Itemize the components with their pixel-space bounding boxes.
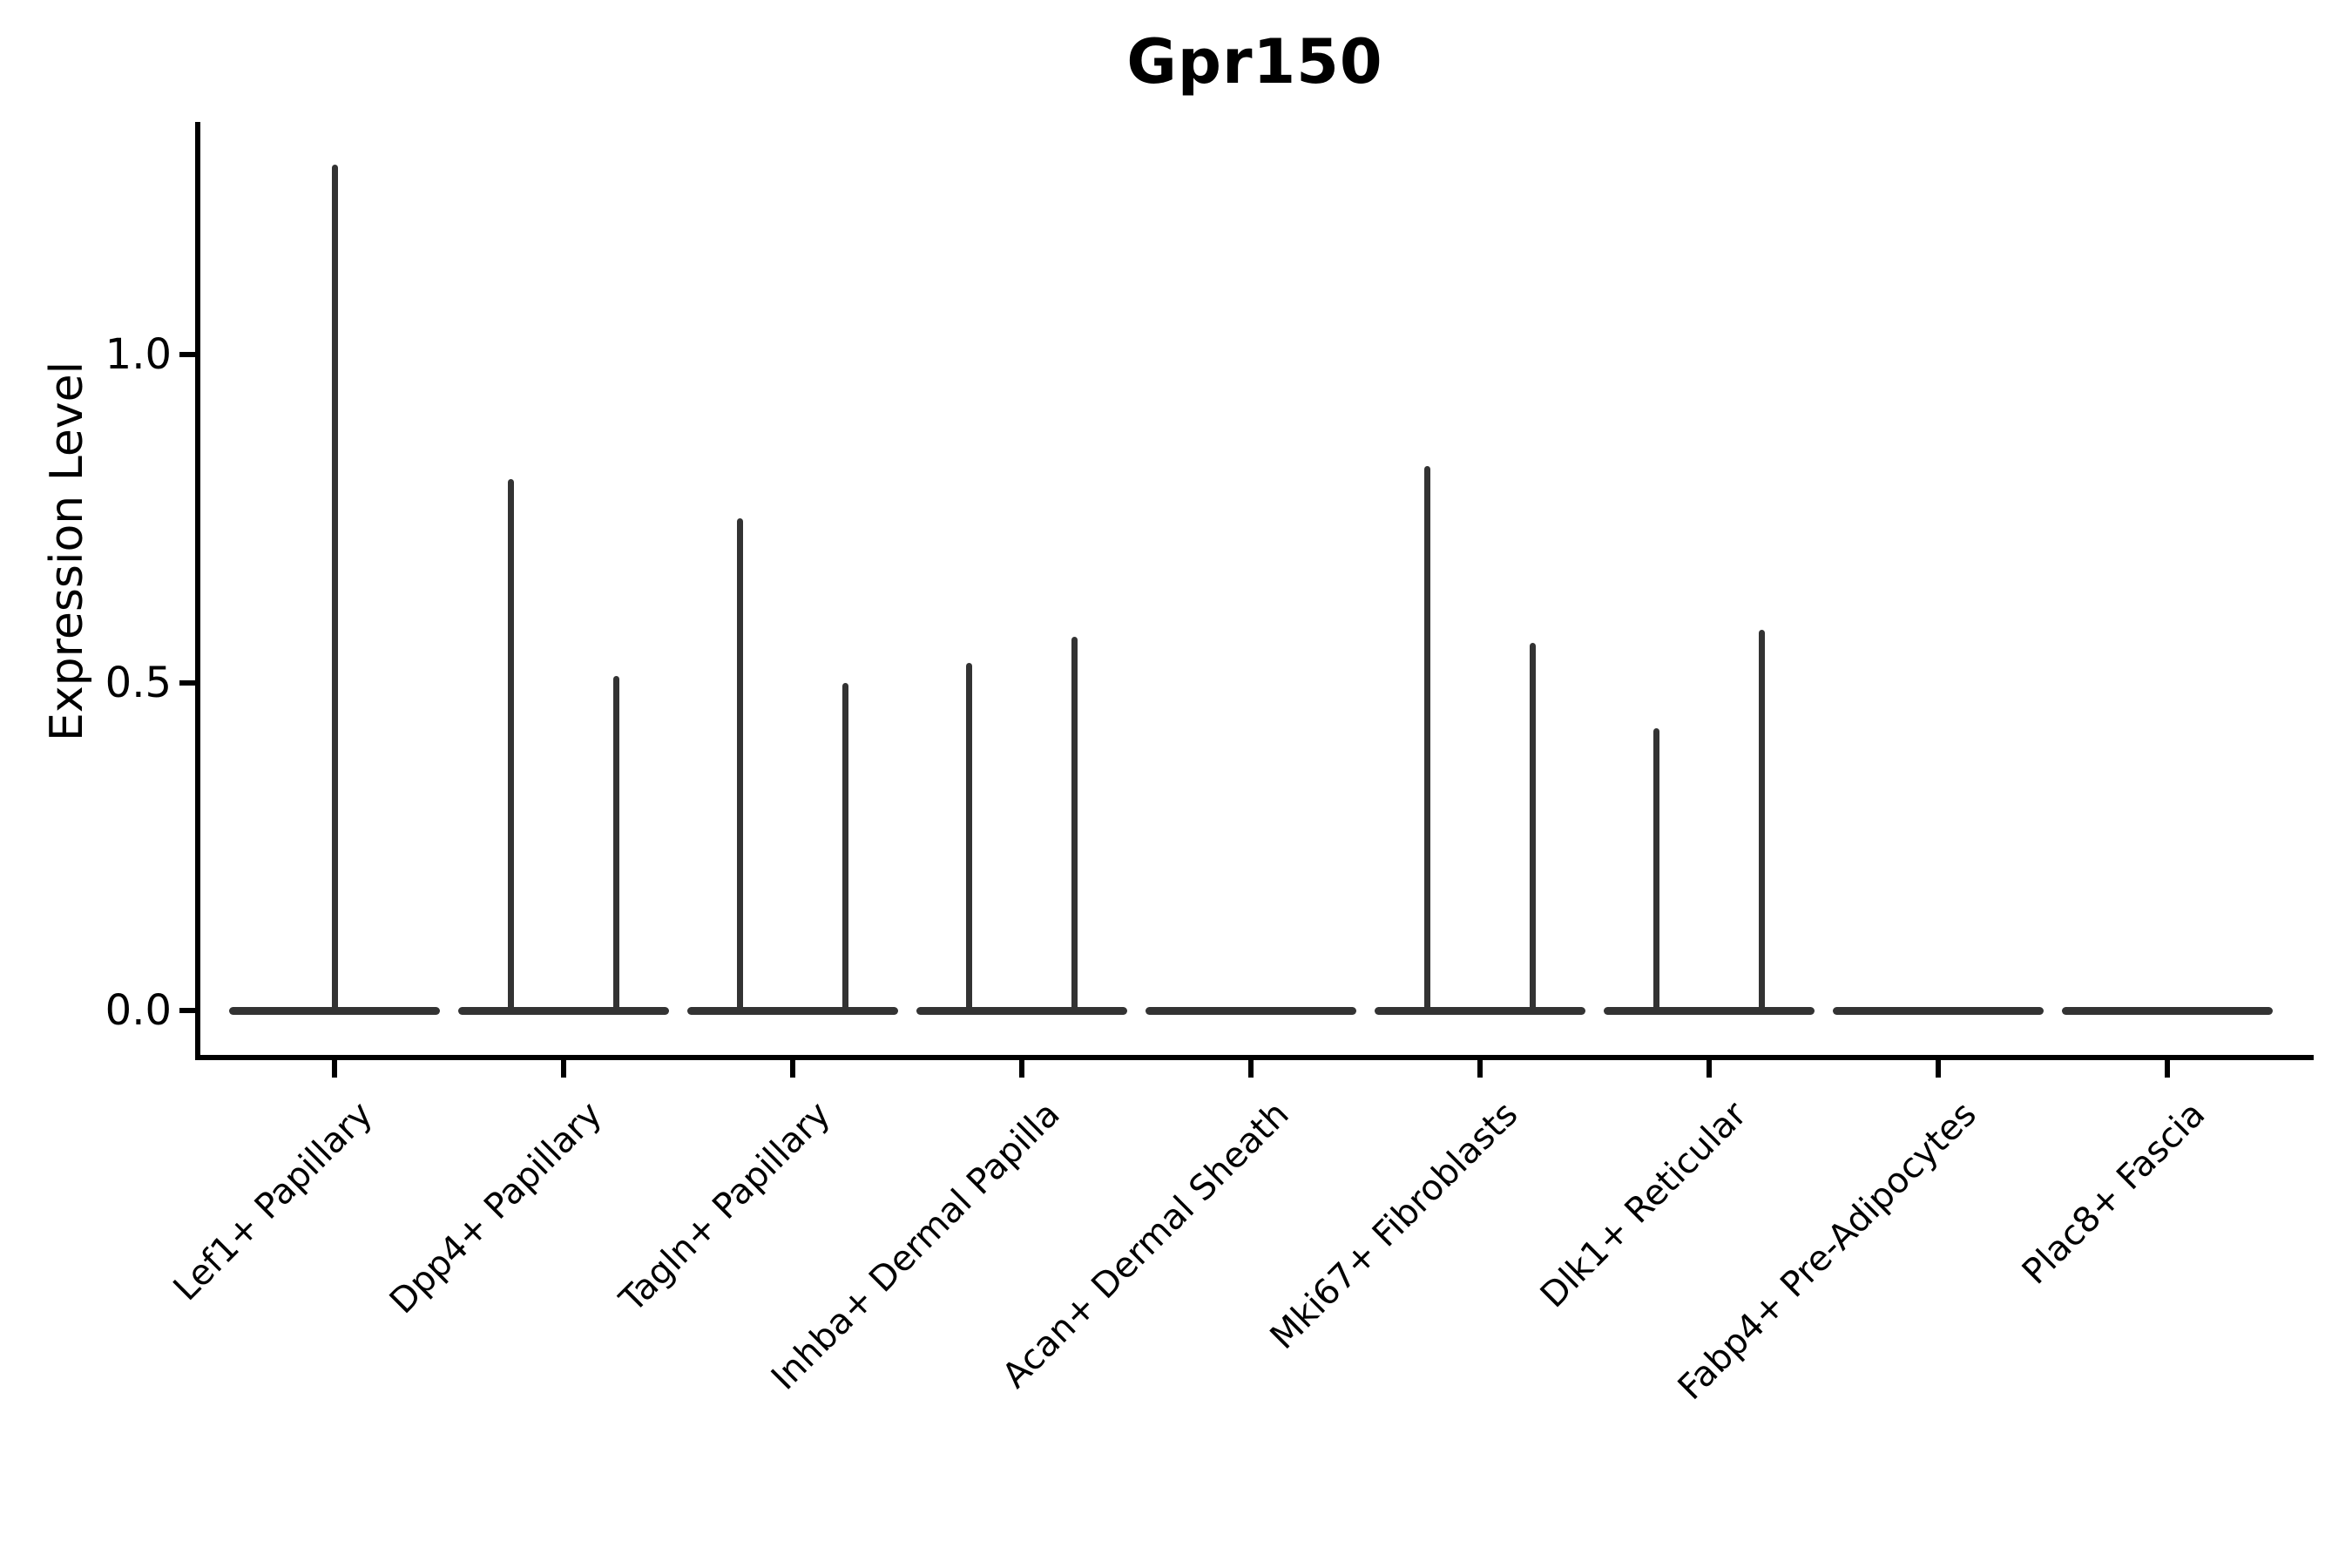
y-tick-label: 0.0	[105, 986, 172, 1035]
y-tick-mark	[179, 679, 198, 686]
violin-base	[687, 1007, 898, 1015]
x-tick-label: Dlk1+ Reticular	[1533, 1094, 1755, 1316]
violin-spike	[737, 518, 743, 1010]
x-tick-mark	[1019, 1058, 1024, 1078]
violin-base	[229, 1007, 440, 1015]
violin-spike	[508, 479, 514, 1010]
x-tick-label: Dpp4+ Papillary	[382, 1094, 610, 1322]
x-tick-mark	[2165, 1058, 2170, 1078]
y-tick-mark	[179, 1008, 198, 1013]
x-tick-label: Tagln+ Papillary	[612, 1094, 839, 1321]
violin-base	[458, 1007, 669, 1015]
violin-base	[1833, 1007, 2044, 1015]
x-tick-label: Lef1+ Papillary	[166, 1094, 381, 1309]
y-tick-label: 0.5	[105, 658, 172, 707]
violin-spike	[1758, 630, 1765, 1010]
x-axis-spine	[195, 1055, 2314, 1060]
violin-spike	[1529, 643, 1536, 1010]
x-tick-mark	[1936, 1058, 1941, 1078]
x-tick-mark	[1707, 1058, 1712, 1078]
violin-base	[916, 1007, 1127, 1015]
x-tick-mark	[1477, 1058, 1483, 1078]
x-tick-label: Mki67+ Fibroblasts	[1262, 1094, 1526, 1357]
violin-base	[2062, 1007, 2273, 1015]
plot-title: Gpr150	[1126, 26, 1383, 98]
violin-spike	[331, 164, 338, 1010]
y-tick-mark	[179, 352, 198, 357]
violin-base	[1604, 1007, 1815, 1015]
violin-base	[1375, 1007, 1585, 1015]
x-tick-mark	[332, 1058, 337, 1078]
violin-spike	[612, 675, 619, 1010]
violin-spike	[1071, 636, 1078, 1010]
x-tick-label: Plac8+ Fascia	[2015, 1094, 2213, 1293]
x-tick-mark	[790, 1058, 795, 1078]
violin-spike	[966, 662, 972, 1010]
y-axis-spine	[195, 122, 200, 1060]
violin-spike	[1653, 728, 1659, 1010]
x-tick-mark	[561, 1058, 566, 1078]
violin-base	[1146, 1007, 1356, 1015]
violin-spike	[1424, 466, 1430, 1010]
x-tick-mark	[1248, 1058, 1254, 1078]
y-tick-label: 1.0	[105, 330, 172, 379]
violin-spike	[841, 682, 848, 1010]
